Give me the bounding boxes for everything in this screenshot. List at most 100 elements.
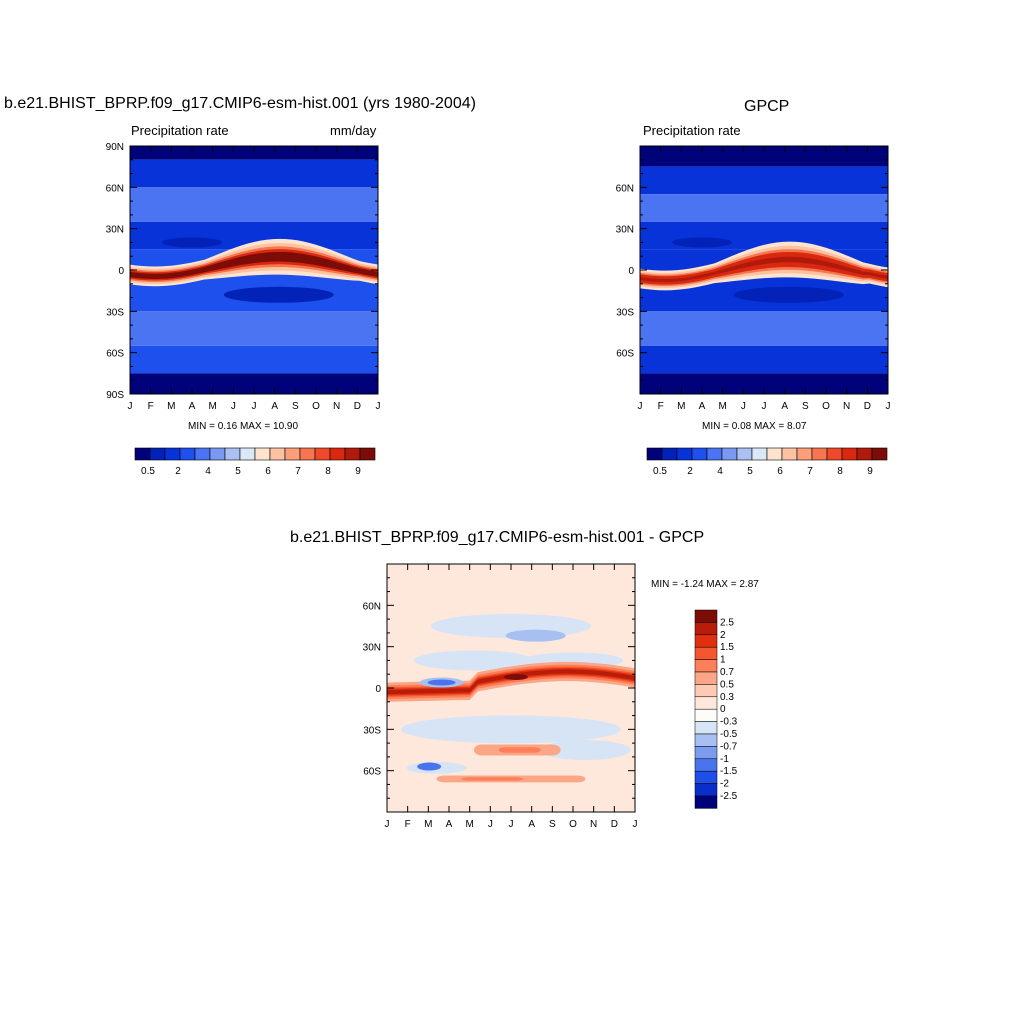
colorbar-swatch — [209, 447, 226, 461]
precip-band — [130, 311, 378, 346]
colorbar-tick-label: 5 — [235, 466, 241, 477]
colorbar-swatch — [149, 447, 166, 461]
colorbar-swatch — [694, 721, 718, 735]
itcz-contour — [640, 256, 888, 282]
colorbar-swatch — [344, 447, 361, 461]
x-tick-label: J — [741, 401, 746, 412]
x-tick-label: J — [128, 401, 133, 412]
x-tick-label: A — [446, 819, 453, 830]
y-tick-label: 30N — [106, 225, 124, 236]
colorbar-swatch — [721, 447, 738, 461]
colorbar-tick-label: -2 — [720, 779, 729, 790]
x-tick-label: J — [886, 401, 891, 412]
y-tick-label: 60S — [616, 349, 634, 360]
colorbar-tick-label: 7 — [807, 466, 813, 477]
colorbar-swatch — [661, 447, 678, 461]
y-tick-label: 30S — [106, 307, 124, 318]
y-tick-label: 60N — [106, 183, 124, 194]
colorbar-tick-label: 8 — [837, 466, 843, 477]
colorbar-swatch — [766, 447, 783, 461]
y-tick-label: 60S — [363, 767, 381, 778]
colorbar-swatch — [179, 447, 196, 461]
x-tick-label: A — [189, 401, 196, 412]
colorbar-tick-label: -1.5 — [720, 766, 738, 777]
colorbar-tick-label: 2 — [687, 466, 693, 477]
colorbar-swatch — [796, 447, 813, 461]
x-tick-label: J — [252, 401, 257, 412]
colorbar-tick-label: 2 — [720, 630, 726, 641]
colorbar-tick-label: -0.5 — [720, 729, 738, 740]
precip-band — [130, 159, 378, 188]
colorbar-tick-label: 1 — [720, 655, 726, 666]
panel1-colorbar: 0.5 2 4 5 6 7 8 9 — [134, 447, 376, 477]
colorbar-swatch — [329, 447, 346, 461]
colorbar-swatch — [646, 447, 663, 461]
x-tick-label: N — [590, 819, 597, 830]
colorbar-tick-label: -2.5 — [720, 791, 738, 802]
panel3-minmax: MIN = -1.24 MAX = 2.87 — [651, 579, 759, 590]
x-tick-label: O — [569, 819, 577, 830]
y-tick-label: 90S — [106, 390, 124, 401]
panel3-title: b.e21.BHIST_BPRP.f09_g17.CMIP6-esm-hist.… — [290, 529, 705, 546]
x-tick-label: A — [528, 819, 535, 830]
colorbar-swatch — [694, 733, 718, 747]
x-tick-label: J — [762, 401, 767, 412]
negative-anomaly — [540, 740, 631, 760]
panel1-units-label: mm/day — [330, 123, 377, 138]
x-tick-label: M — [208, 401, 216, 412]
colorbar-swatch — [694, 659, 718, 673]
diff-field-layer — [387, 564, 635, 812]
dry-zone-north — [672, 237, 732, 248]
x-tick-label: M — [167, 401, 175, 412]
colorbar-swatch — [676, 447, 693, 461]
colorbar-tick-label: 9 — [867, 466, 873, 477]
colorbar-swatch — [194, 447, 211, 461]
panel3-colorbar: 2.5 21.5 10.70.5 0.30 -0.3-0.5-0.7 -1-1.5 -2-2… — [694, 609, 738, 809]
colorbar-swatch — [841, 447, 858, 461]
colorbar-tick-label: -1 — [720, 754, 729, 765]
x-tick-label: M — [424, 819, 432, 830]
x-tick-label: J — [376, 401, 381, 412]
x-tick-label: S — [292, 401, 299, 412]
y-tick-label: 30N — [363, 643, 381, 654]
colorbar-swatch — [694, 622, 718, 636]
colorbar-swatch — [871, 447, 888, 461]
x-tick-label: A — [699, 401, 706, 412]
colorbar-swatch — [811, 447, 828, 461]
x-tick-label: M — [465, 819, 473, 830]
x-tick-label: S — [802, 401, 809, 412]
colorbar-swatch — [694, 770, 718, 784]
x-tick-label: M — [677, 401, 685, 412]
precip-band — [640, 166, 888, 195]
x-tick-label: D — [354, 401, 361, 412]
colorbar-swatch — [781, 447, 798, 461]
x-tick-label: F — [405, 819, 411, 830]
precip-band — [640, 194, 888, 222]
colorbar-tick-label: 8 — [325, 466, 331, 477]
colorbar-swatch — [751, 447, 768, 461]
positive-anomaly-south-core — [498, 747, 541, 753]
colorbar-swatch — [856, 447, 873, 461]
negative-anomaly-60s — [417, 762, 442, 771]
panel3-plot: J F M A M J J A S O N D J 60N 30N 0 30S 60S — [363, 563, 638, 830]
colorbar-swatch — [736, 447, 753, 461]
y-tick-label: 0 — [628, 266, 634, 277]
x-tick-label: M — [718, 401, 726, 412]
y-tick-label: 60N — [363, 601, 381, 612]
colorbar-tick-label: 0.3 — [720, 692, 734, 703]
colorbar-swatch — [694, 609, 718, 623]
colorbar-swatch — [224, 447, 241, 461]
negative-anomaly — [413, 650, 534, 671]
colorbar-tick-label: 6 — [265, 466, 271, 477]
x-tick-label: F — [658, 401, 664, 412]
colorbar-swatch — [694, 758, 718, 772]
colorbar-tick-label: 6 — [777, 466, 783, 477]
colorbar-swatch — [299, 447, 316, 461]
x-tick-label: J — [231, 401, 236, 412]
x-tick-label: D — [611, 819, 618, 830]
colorbar-swatch — [694, 671, 718, 685]
x-tick-label: N — [333, 401, 340, 412]
colorbar-tick-label: 0 — [720, 704, 726, 715]
y-tick-label: 30S — [363, 725, 381, 736]
positive-anomaly-60s-core — [461, 777, 524, 781]
